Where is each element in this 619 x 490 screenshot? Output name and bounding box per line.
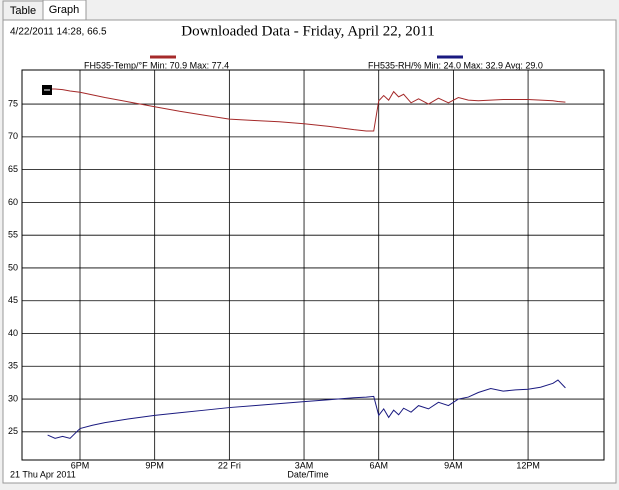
x-tick-label: 12PM: [516, 460, 540, 470]
chart-title: Downloaded Data - Friday, April 22, 2011: [181, 23, 434, 39]
y-tick-label: 30: [8, 393, 18, 403]
y-tick-label: 35: [8, 361, 18, 371]
y-tick-label: 55: [8, 230, 18, 240]
y-tick-label: 25: [8, 426, 18, 436]
legend-label: FH535-Temp/°F Min: 70.9 Max: 77.4: [84, 60, 229, 70]
plot-area: [21, 69, 605, 461]
date-label: 21 Thu Apr 2011: [10, 469, 76, 479]
series-line: [47, 88, 566, 132]
legend-label: FH535-RH/% Min: 24.0 Max: 32.9 Avg: 29.0: [368, 60, 543, 70]
x-tick-label: 22 Fri: [218, 460, 241, 470]
tab-label[interactable]: Graph: [49, 4, 80, 16]
x-tick-label: 6PM: [71, 460, 90, 470]
y-tick-label: 65: [8, 164, 18, 174]
tab-label[interactable]: Table: [10, 5, 36, 17]
y-tick-label: 45: [8, 295, 18, 305]
y-tick-label: 60: [8, 197, 18, 207]
x-tick-label: 6AM: [369, 460, 388, 470]
y-tick-label: 40: [8, 328, 18, 338]
x-tick-label: 3AM: [295, 460, 314, 470]
x-tick-label: 9AM: [444, 460, 463, 470]
y-tick-label: 50: [8, 262, 18, 272]
x-axis-label: Date/Time: [287, 469, 328, 479]
y-tick-label: 70: [8, 131, 18, 141]
y-tick-label: 75: [8, 98, 18, 108]
cursor-readout: 4/22/2011 14:28, 66.5: [10, 27, 107, 38]
series-line: [47, 379, 566, 439]
x-tick-label: 9PM: [145, 460, 164, 470]
